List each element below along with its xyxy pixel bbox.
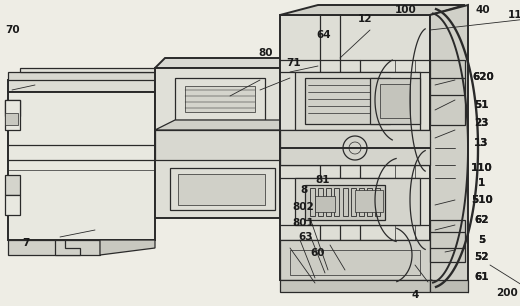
Bar <box>334 188 340 216</box>
Text: 7: 7 <box>22 238 29 248</box>
Bar <box>295 178 420 225</box>
Polygon shape <box>5 100 20 116</box>
Text: 4: 4 <box>412 290 419 300</box>
Polygon shape <box>185 86 255 112</box>
Polygon shape <box>280 58 290 130</box>
Text: 23: 23 <box>474 118 488 128</box>
Polygon shape <box>430 5 468 292</box>
Text: 62: 62 <box>474 215 488 225</box>
Polygon shape <box>8 240 100 255</box>
Text: 510: 510 <box>471 195 493 205</box>
Text: 801: 801 <box>292 218 314 228</box>
Polygon shape <box>178 174 265 205</box>
Bar <box>370 78 420 124</box>
Bar <box>343 188 347 216</box>
Polygon shape <box>5 195 20 215</box>
Polygon shape <box>100 240 155 255</box>
Text: 62: 62 <box>474 215 488 225</box>
Bar <box>318 188 323 216</box>
Text: 63: 63 <box>298 232 313 242</box>
Polygon shape <box>280 120 290 160</box>
Text: 13: 13 <box>474 138 488 148</box>
Bar <box>355 190 383 212</box>
Polygon shape <box>280 280 430 292</box>
Text: 110: 110 <box>471 163 493 173</box>
Text: 51: 51 <box>474 100 488 110</box>
Polygon shape <box>8 92 155 240</box>
Text: 11: 11 <box>508 10 520 20</box>
Bar <box>290 250 420 275</box>
Text: 23: 23 <box>474 118 488 128</box>
Bar <box>380 84 410 118</box>
Text: 70: 70 <box>5 25 20 35</box>
Text: 40: 40 <box>475 5 490 15</box>
Text: 110: 110 <box>471 163 493 173</box>
Text: 620: 620 <box>472 72 494 82</box>
Polygon shape <box>20 68 155 72</box>
Polygon shape <box>155 130 280 160</box>
Polygon shape <box>280 15 430 280</box>
Polygon shape <box>5 100 20 130</box>
Text: 510: 510 <box>471 195 493 205</box>
Polygon shape <box>155 58 290 68</box>
Polygon shape <box>155 150 290 160</box>
Text: 52: 52 <box>474 252 488 262</box>
Text: 13: 13 <box>474 138 488 148</box>
Bar <box>350 188 356 216</box>
Polygon shape <box>8 80 155 92</box>
Text: 1: 1 <box>478 178 485 188</box>
Text: 5: 5 <box>478 235 485 245</box>
Text: 71: 71 <box>286 58 301 68</box>
Bar <box>430 60 465 125</box>
Bar <box>305 185 385 220</box>
Text: 1: 1 <box>478 178 485 188</box>
Text: 60: 60 <box>310 248 324 258</box>
Bar <box>367 188 372 216</box>
Text: 64: 64 <box>316 30 331 40</box>
Bar <box>280 130 430 165</box>
Text: 52: 52 <box>474 252 488 262</box>
Bar <box>295 72 420 130</box>
Bar <box>430 220 465 262</box>
Polygon shape <box>155 68 280 130</box>
Bar <box>310 188 315 216</box>
Text: 61: 61 <box>474 272 488 282</box>
Polygon shape <box>5 113 18 125</box>
Bar <box>375 188 380 216</box>
Text: 5: 5 <box>478 235 485 245</box>
Polygon shape <box>280 150 290 218</box>
Bar <box>305 78 390 124</box>
Polygon shape <box>8 72 155 80</box>
Text: 51: 51 <box>474 100 488 110</box>
Bar <box>359 188 364 216</box>
Polygon shape <box>430 280 468 292</box>
Polygon shape <box>155 120 290 130</box>
Polygon shape <box>5 175 20 195</box>
Bar <box>280 240 430 280</box>
Polygon shape <box>155 88 175 160</box>
Bar <box>326 188 331 216</box>
Text: 12: 12 <box>358 14 372 24</box>
Text: 100: 100 <box>395 5 417 15</box>
Text: 620: 620 <box>472 72 494 82</box>
Polygon shape <box>280 5 465 15</box>
Text: 80: 80 <box>258 48 272 58</box>
Text: 61: 61 <box>474 272 488 282</box>
Text: 8: 8 <box>300 185 307 195</box>
Text: 81: 81 <box>315 175 330 185</box>
Bar <box>315 196 335 212</box>
Text: 200: 200 <box>496 288 518 298</box>
Polygon shape <box>155 160 280 218</box>
Polygon shape <box>55 240 80 255</box>
Polygon shape <box>155 68 175 92</box>
Text: 802: 802 <box>292 202 314 212</box>
